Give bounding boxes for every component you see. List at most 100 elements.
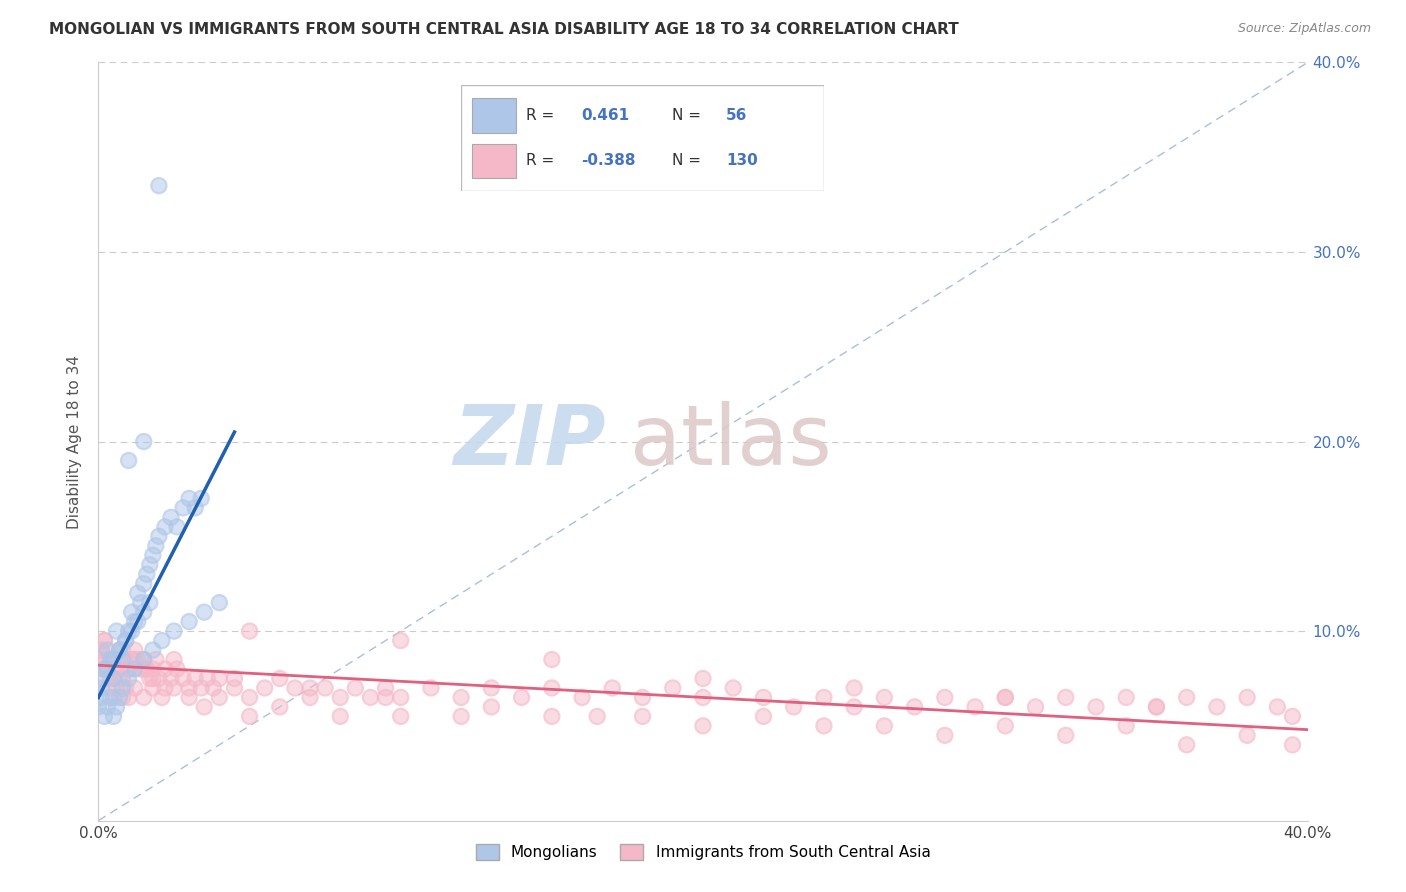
Point bbox=[135, 567, 157, 582]
Point bbox=[934, 690, 956, 705]
Point bbox=[153, 662, 176, 676]
Point bbox=[139, 558, 162, 572]
Point bbox=[179, 690, 201, 705]
Point bbox=[148, 529, 170, 543]
Point bbox=[127, 615, 149, 629]
Point bbox=[118, 624, 141, 639]
Point bbox=[163, 624, 186, 639]
Point bbox=[127, 586, 149, 600]
Point bbox=[1115, 719, 1137, 733]
Point bbox=[90, 643, 112, 657]
Point bbox=[124, 643, 146, 657]
Point bbox=[1144, 699, 1167, 714]
Point bbox=[374, 690, 396, 705]
Point bbox=[873, 719, 896, 733]
Point bbox=[105, 624, 128, 639]
Point bbox=[90, 643, 112, 657]
Point bbox=[1144, 699, 1167, 714]
Point bbox=[813, 719, 835, 733]
Point bbox=[132, 434, 155, 449]
Text: Source: ZipAtlas.com: Source: ZipAtlas.com bbox=[1237, 22, 1371, 36]
Text: ZIP: ZIP bbox=[454, 401, 606, 482]
Point bbox=[114, 633, 136, 648]
Point bbox=[166, 520, 188, 534]
Point bbox=[96, 643, 118, 657]
Point bbox=[420, 681, 443, 695]
Point bbox=[179, 615, 201, 629]
Point bbox=[184, 500, 207, 515]
Point bbox=[135, 567, 157, 582]
Point bbox=[1267, 699, 1289, 714]
Point bbox=[96, 662, 118, 676]
Point bbox=[723, 681, 745, 695]
Point bbox=[111, 643, 134, 657]
Point bbox=[389, 690, 412, 705]
Point bbox=[124, 615, 146, 629]
Point bbox=[108, 643, 131, 657]
Point bbox=[93, 662, 115, 676]
Point bbox=[100, 652, 122, 666]
Point bbox=[118, 662, 141, 676]
Point bbox=[148, 178, 170, 193]
Point bbox=[661, 681, 683, 695]
Point bbox=[145, 652, 167, 666]
Point bbox=[105, 681, 128, 695]
Point bbox=[160, 510, 183, 524]
Point bbox=[142, 643, 165, 657]
Point bbox=[299, 681, 322, 695]
Point bbox=[142, 672, 165, 686]
Point bbox=[965, 699, 987, 714]
Point bbox=[1054, 728, 1077, 742]
Point bbox=[344, 681, 367, 695]
Point bbox=[129, 662, 152, 676]
Point bbox=[114, 652, 136, 666]
Point bbox=[208, 596, 231, 610]
Point bbox=[124, 681, 146, 695]
Point bbox=[239, 690, 262, 705]
Point bbox=[142, 672, 165, 686]
Point bbox=[253, 681, 276, 695]
Point bbox=[96, 662, 118, 676]
Point bbox=[127, 615, 149, 629]
Point bbox=[540, 709, 562, 723]
Point bbox=[90, 681, 112, 695]
Point bbox=[160, 672, 183, 686]
Point bbox=[114, 681, 136, 695]
Point bbox=[540, 652, 562, 666]
Point bbox=[124, 662, 146, 676]
Point bbox=[208, 672, 231, 686]
Point bbox=[96, 643, 118, 657]
Point bbox=[314, 681, 336, 695]
Point bbox=[153, 681, 176, 695]
Point bbox=[179, 491, 201, 506]
Point bbox=[105, 662, 128, 676]
Point bbox=[93, 633, 115, 648]
Point bbox=[540, 681, 562, 695]
Point bbox=[329, 690, 352, 705]
Point bbox=[540, 652, 562, 666]
Point bbox=[752, 690, 775, 705]
Point bbox=[150, 690, 173, 705]
Point bbox=[90, 672, 112, 686]
Point bbox=[100, 652, 122, 666]
Point bbox=[87, 652, 110, 666]
Point bbox=[124, 652, 146, 666]
Text: MONGOLIAN VS IMMIGRANTS FROM SOUTH CENTRAL ASIA DISABILITY AGE 18 TO 34 CORRELAT: MONGOLIAN VS IMMIGRANTS FROM SOUTH CENTR… bbox=[49, 22, 959, 37]
Point bbox=[224, 672, 246, 686]
Point bbox=[132, 434, 155, 449]
Point bbox=[121, 652, 143, 666]
Point bbox=[208, 672, 231, 686]
Point bbox=[202, 681, 225, 695]
Point bbox=[105, 681, 128, 695]
Point bbox=[360, 690, 382, 705]
Point bbox=[105, 662, 128, 676]
Point bbox=[481, 699, 503, 714]
Point bbox=[631, 690, 654, 705]
Point bbox=[374, 690, 396, 705]
Point bbox=[105, 624, 128, 639]
Point bbox=[108, 643, 131, 657]
Point bbox=[172, 672, 194, 686]
Point bbox=[389, 633, 412, 648]
Point bbox=[184, 672, 207, 686]
Point bbox=[153, 681, 176, 695]
